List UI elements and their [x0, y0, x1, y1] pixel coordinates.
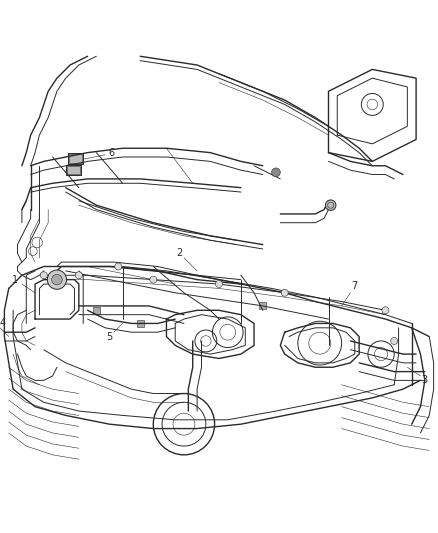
Circle shape [40, 272, 47, 279]
Circle shape [281, 289, 288, 296]
Text: 7: 7 [352, 281, 358, 291]
Bar [67, 166, 80, 174]
Text: 3: 3 [422, 375, 428, 385]
Bar [69, 154, 82, 163]
Text: 4: 4 [0, 318, 6, 328]
Text: 5: 5 [106, 332, 113, 342]
Circle shape [75, 272, 82, 279]
Circle shape [215, 280, 223, 287]
Bar [137, 320, 144, 327]
Circle shape [382, 307, 389, 314]
Bar [68, 152, 83, 164]
Text: 2: 2 [177, 248, 183, 259]
Circle shape [52, 274, 62, 285]
Circle shape [47, 270, 67, 289]
Text: 6: 6 [109, 149, 115, 158]
Circle shape [272, 168, 280, 177]
Circle shape [115, 263, 122, 270]
Bar [66, 165, 81, 174]
Bar [93, 307, 100, 314]
Text: 1: 1 [12, 274, 18, 285]
Bar [259, 302, 266, 310]
Circle shape [391, 337, 398, 344]
Circle shape [325, 200, 336, 211]
Circle shape [150, 276, 157, 283]
